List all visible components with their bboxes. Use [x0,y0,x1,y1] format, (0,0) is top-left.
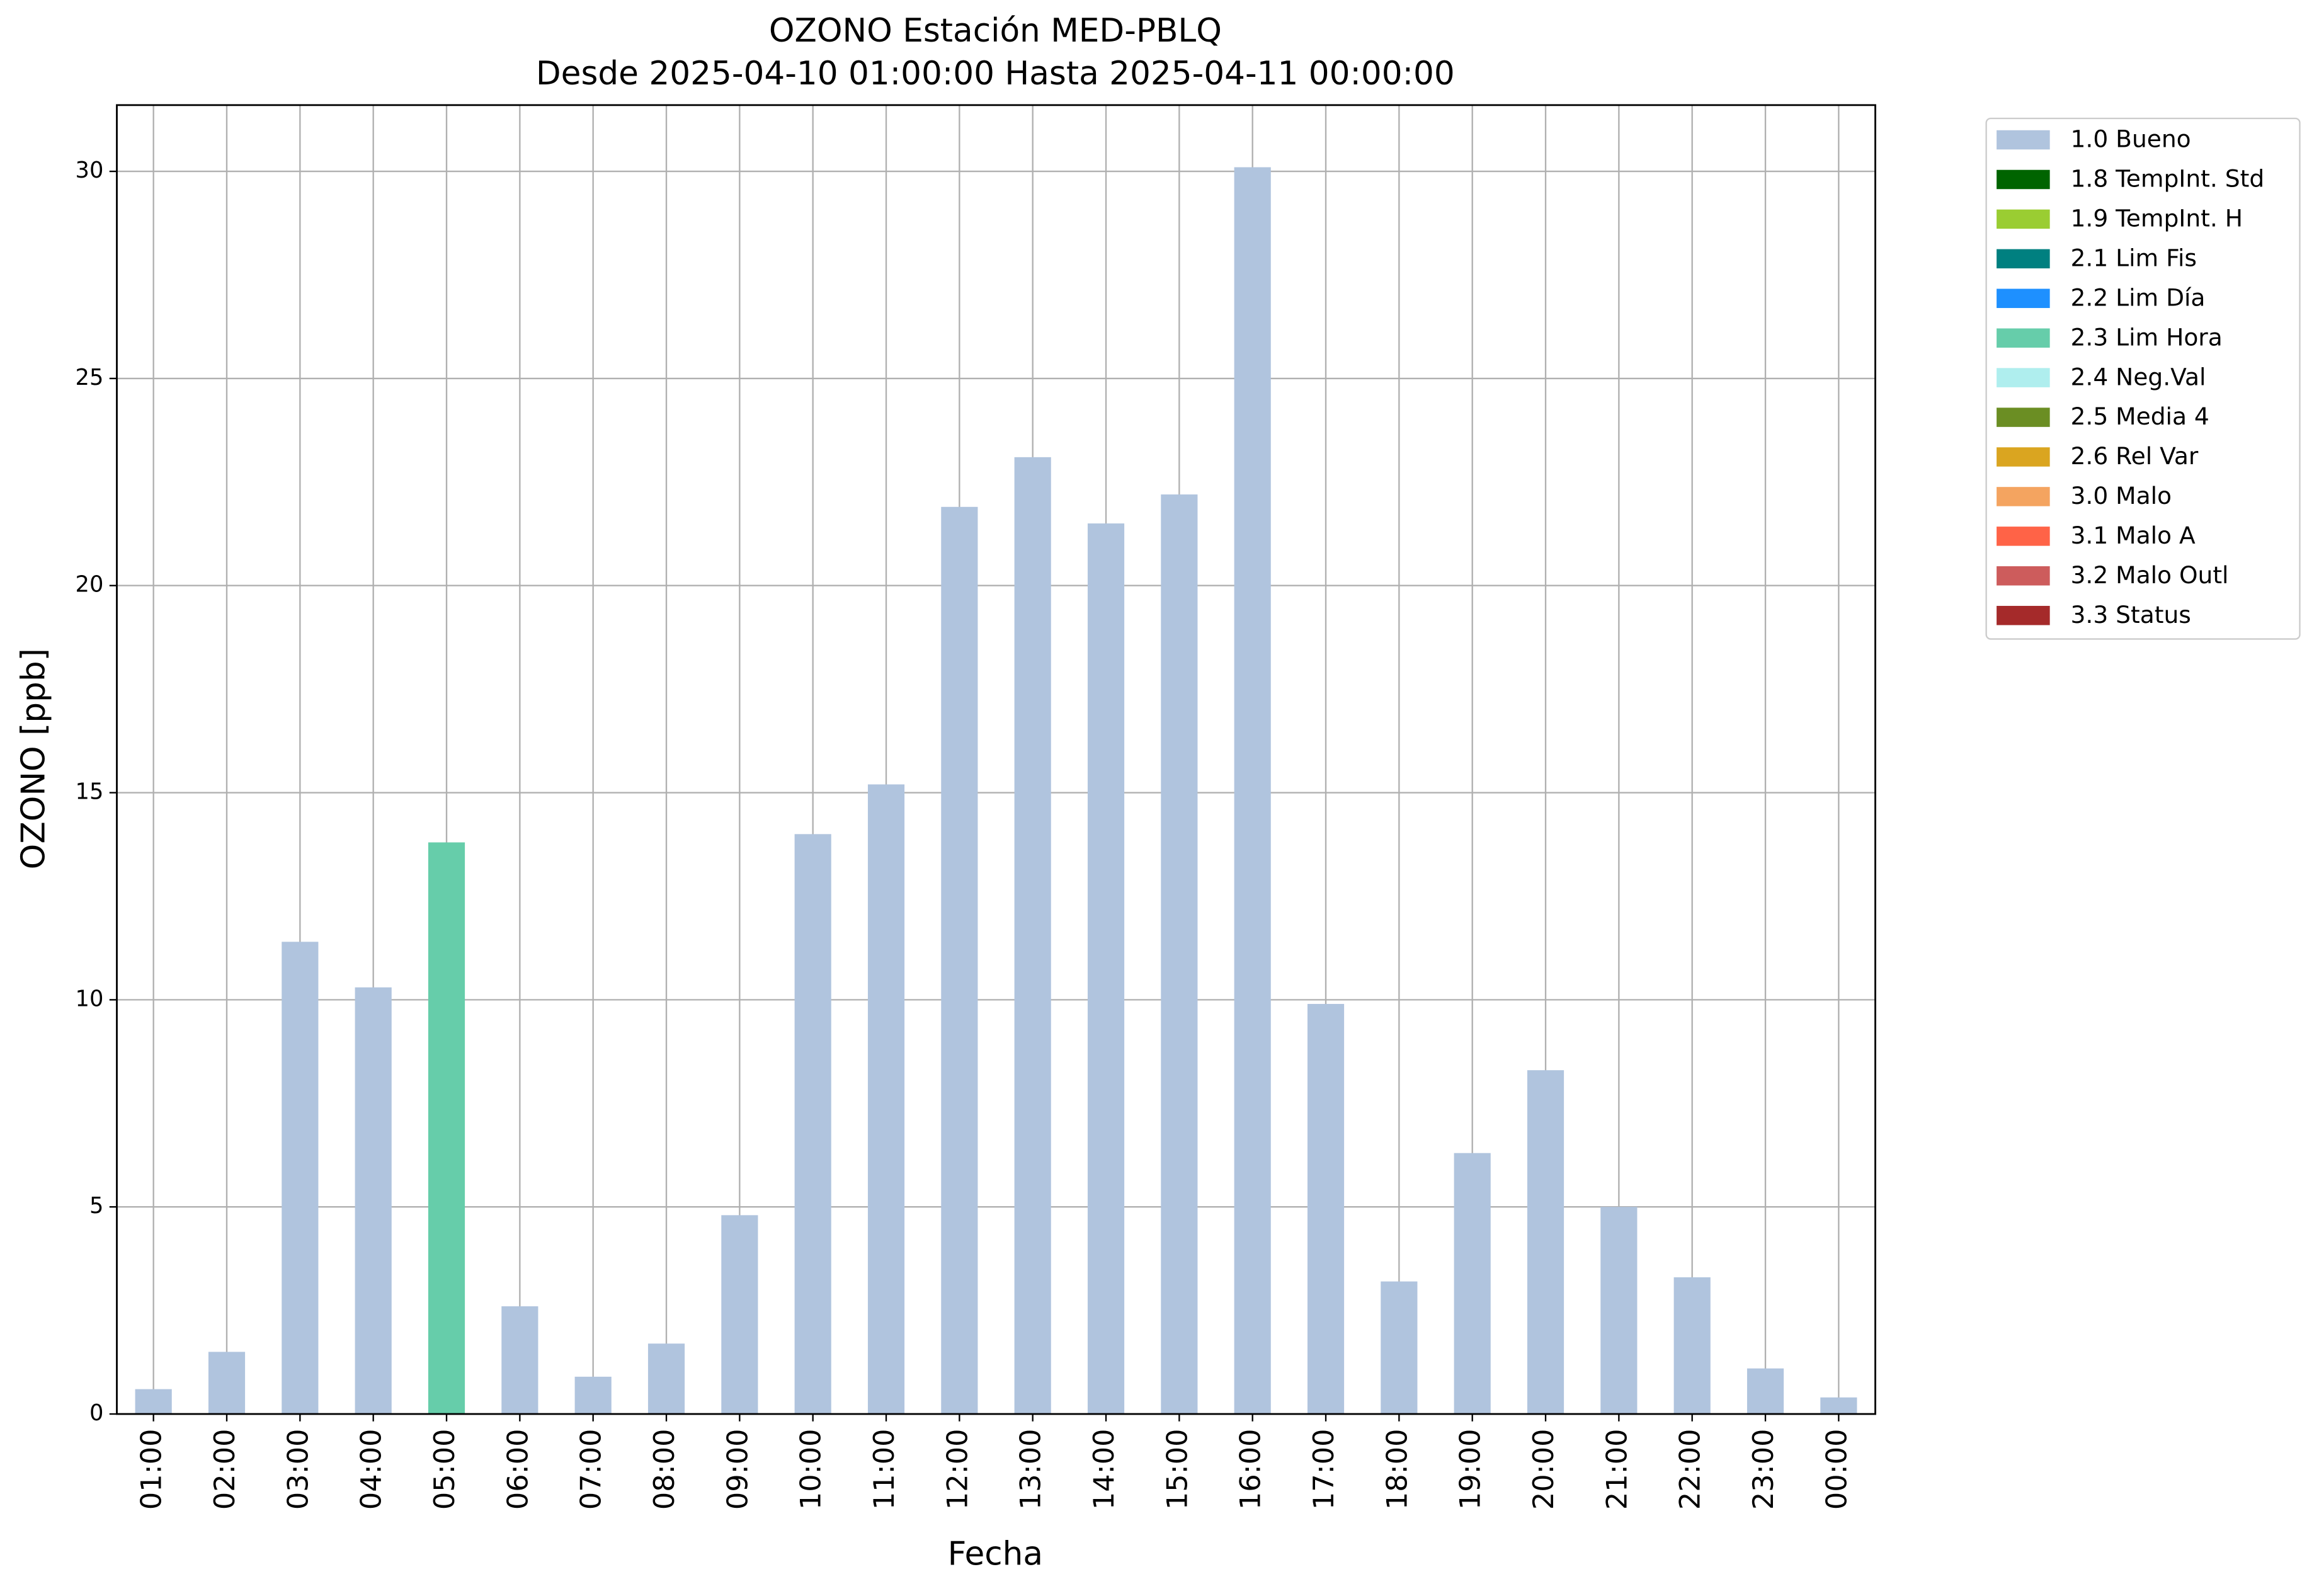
legend-box [1985,117,2301,640]
chart-subtitle: Desde 2025-04-10 01:00:00 Hasta 2025-04-… [536,55,1455,93]
legend-swatch [1997,566,2050,586]
x-tick-label: 02:00 [208,1429,241,1510]
bars [135,167,1857,1415]
plot-frame [116,104,1876,1415]
y-tick-label: 15 [76,779,104,805]
x-tick-label: 01:00 [135,1429,168,1510]
legend-swatch [1997,130,2050,150]
legend-label: 1.8 TempInt. Std [2071,165,2265,193]
legend-label: 1.9 TempInt. H [2071,205,2243,232]
x-tick-label: 08:00 [648,1429,681,1510]
legend-label: 2.3 Lim Hora [2071,323,2223,351]
bar [1600,1207,1638,1415]
x-tick-label: 04:00 [355,1429,388,1510]
x-tick-label: 10:00 [795,1429,828,1510]
legend-label: 3.2 Malo Outl [2071,561,2229,589]
bar [1014,457,1051,1415]
x-tick-label: 06:00 [501,1429,534,1510]
x-axis-label: Fecha [948,1535,1043,1573]
y-axis-label: OZONO [ppb] [14,648,52,869]
x-tick-label: 17:00 [1308,1429,1340,1510]
y-tick-label: 10 [76,986,104,1012]
x-tick-label: 00:00 [1820,1429,1853,1510]
bar [647,1343,685,1415]
bar [135,1389,172,1415]
legend-swatch [1997,527,2050,546]
x-tick-label: 16:00 [1234,1429,1267,1510]
y-tick-label: 30 [76,157,104,183]
bar [721,1215,758,1415]
legend-label: 2.4 Neg.Val [2071,363,2206,390]
bar [574,1376,612,1415]
x-tick-label: 21:00 [1600,1429,1633,1510]
bar [867,784,905,1415]
y-tick-label: 20 [76,572,104,598]
legend-swatch [1997,605,2050,625]
bar [208,1352,246,1415]
bar [1234,167,1271,1415]
x-tick-label: 05:00 [428,1429,461,1510]
legend-label: 3.3 Status [2071,601,2191,629]
legend-label: 3.1 Malo A [2071,522,2196,549]
bar [428,842,465,1415]
bar [1820,1397,1857,1415]
legend-swatch [1997,249,2050,269]
legend-label: 2.2 Lim Día [2071,283,2206,311]
x-tick-label: 11:00 [868,1429,901,1510]
x-tick-label: 23:00 [1747,1429,1780,1510]
bar [1527,1070,1564,1415]
bar [1746,1368,1784,1415]
legend-swatch [1997,408,2050,427]
x-tick-label: 14:00 [1088,1429,1120,1510]
x-tick-label: 12:00 [941,1429,974,1510]
bar [1087,523,1125,1415]
bar [1381,1281,1418,1415]
legend-label: 2.5 Media 4 [2071,402,2209,430]
x-tick-label: 07:00 [575,1429,608,1510]
legend-label: 2.1 Lim Fis [2071,244,2197,272]
bar [941,506,978,1415]
legend-swatch [1997,169,2050,190]
x-tick-label: 09:00 [721,1429,754,1510]
legend-swatch [1997,209,2050,229]
legend-swatch [1997,288,2050,309]
bar [1307,1003,1345,1415]
bar [1673,1277,1711,1415]
x-tick-label: 22:00 [1674,1429,1707,1510]
x-tick-label: 19:00 [1454,1429,1487,1510]
x-tick-label: 03:00 [282,1429,314,1510]
legend-swatch [1997,447,2050,467]
bar [1454,1153,1491,1415]
legend-label: 3.0 Malo [2071,482,2172,510]
bar [355,987,392,1415]
x-tick-label: 18:00 [1381,1429,1413,1510]
axes: 0 5 10 15 20 25 30 01:00 02:00 03:00 04:00 05:00 06:… [76,157,1854,1510]
bar [794,834,831,1415]
chart-title: OZONO Estación MED-PBLQ [769,12,1222,50]
x-tick-label: 13:00 [1015,1429,1047,1510]
bar [501,1306,538,1415]
legend-swatch [1997,368,2050,387]
x-tick-label: 15:00 [1161,1429,1194,1510]
legend-swatch [1997,487,2050,506]
x-tick-label: 20:00 [1527,1429,1560,1510]
y-tick-label: 5 [89,1193,103,1219]
legend-label: 1.0 Bueno [2071,125,2191,153]
bar [1161,494,1198,1415]
legend-swatch [1997,328,2050,348]
bar [282,942,319,1415]
y-tick-label: 0 [89,1400,103,1426]
legend-label: 2.6 Rel Var [2071,442,2199,470]
legend: 1.0 Bueno 1.8 TempInt. Std 1.9 TempInt. H 2… [1997,125,2264,629]
y-tick-label: 25 [76,365,104,390]
